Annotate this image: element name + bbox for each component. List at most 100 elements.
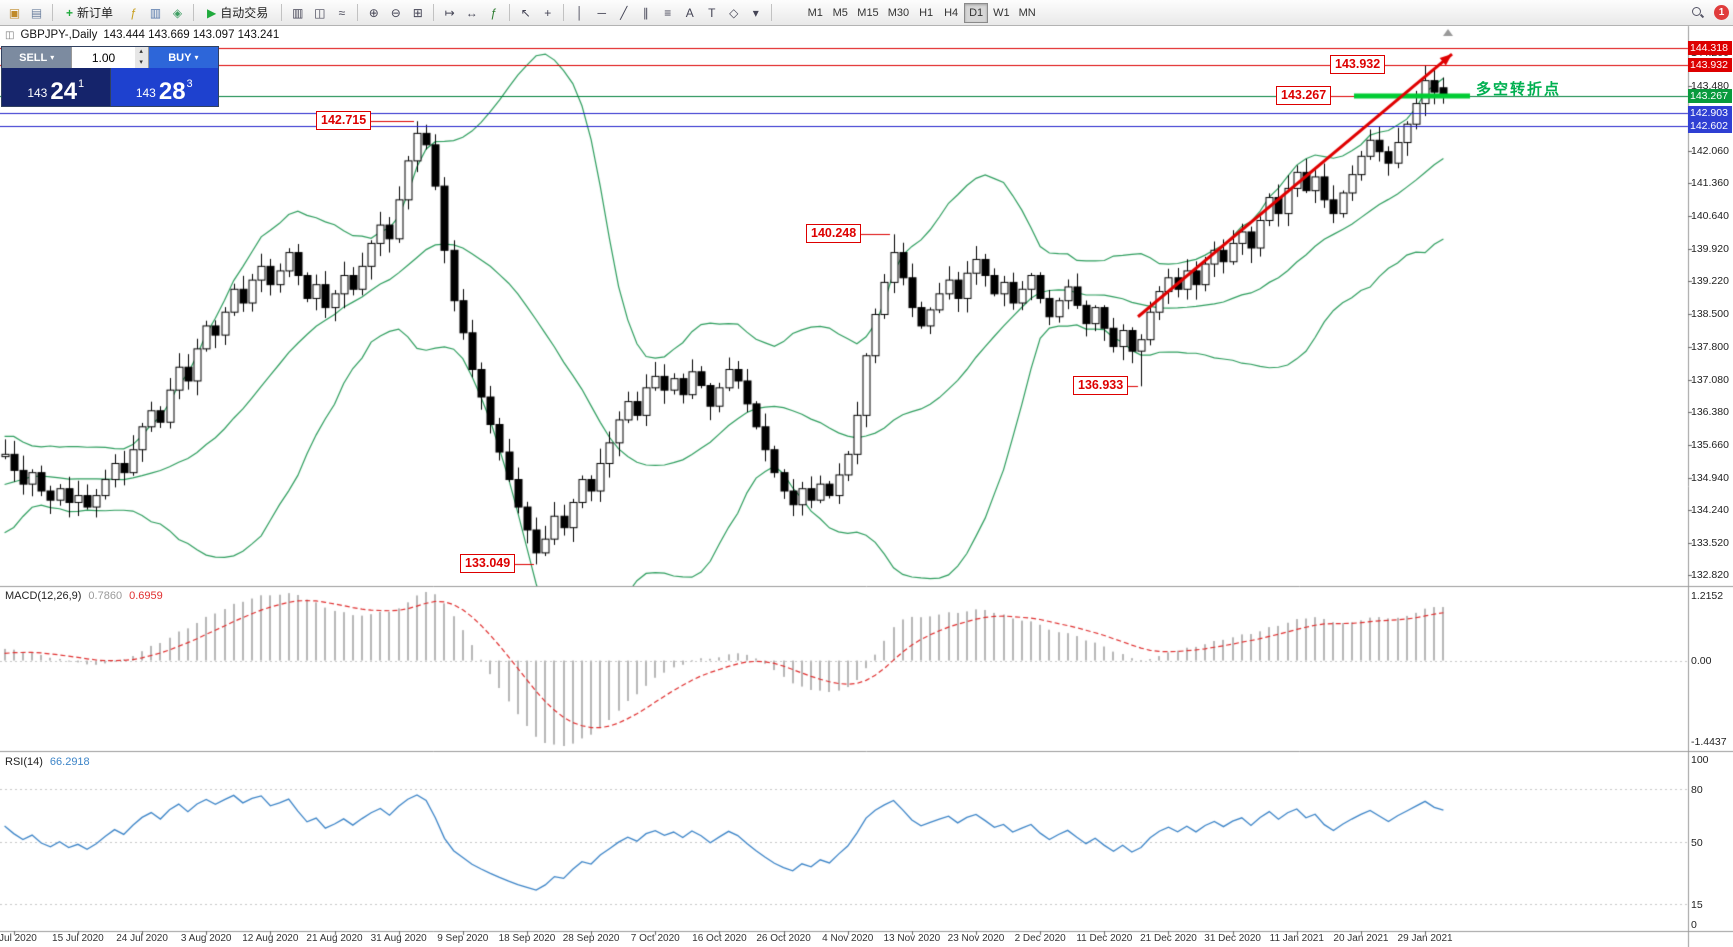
line-chart-icon[interactable]: ≈	[331, 3, 352, 23]
candlestick-chart-icon[interactable]: ◫	[309, 3, 330, 23]
notification-badge[interactable]: 1	[1714, 5, 1729, 20]
autotrade-button[interactable]: ▶ 自动交易	[199, 3, 276, 23]
timeframe-mn-button[interactable]: MN	[1015, 3, 1040, 23]
price-tick-label: 139.220	[1691, 275, 1729, 288]
toolbar-separator	[52, 4, 53, 21]
toolbar-group-scroll: ↦ ↔ ƒ	[439, 3, 504, 23]
price-tick-label: 140.640	[1691, 210, 1729, 223]
trade-panel-controls: SELL ▾ ▴ ▾ BUY ▾	[2, 47, 219, 68]
crosshair-icon[interactable]: +	[537, 3, 558, 23]
toolbar-separator	[563, 4, 565, 21]
zoom-in-icon[interactable]: ⊕	[363, 3, 384, 23]
search-button[interactable]	[1687, 3, 1708, 23]
horizontal-line-icon[interactable]: ─	[591, 3, 612, 23]
buy-button[interactable]: BUY ▾	[148, 47, 219, 68]
volume-down-icon[interactable]: ▾	[139, 58, 143, 66]
toolbar-group-chart-type: ▥ ◫ ≈	[287, 3, 352, 23]
timeframe-h4-button[interactable]: H4	[939, 3, 963, 23]
toolbar-right: 1	[1687, 3, 1729, 23]
indicators-icon[interactable]: ƒ	[483, 3, 504, 23]
new-chart-icon[interactable]: ▣	[4, 3, 25, 23]
data-window-icon[interactable]: ▥	[145, 3, 166, 23]
cursor-icon[interactable]: ↖	[515, 3, 536, 23]
timeframe-w1-button[interactable]: W1	[989, 3, 1014, 23]
chart-symbol-period: GBPJPY-,Daily	[20, 29, 98, 41]
timeframe-h1-button[interactable]: H1	[914, 3, 938, 23]
date-label: 24 Jul 2020	[116, 933, 168, 944]
chevron-down-icon: ▾	[194, 53, 199, 62]
trendline-icon[interactable]: ╱	[613, 3, 634, 23]
price-scale[interactable]: 144.200143.480142.060141.360140.640139.9…	[1688, 0, 1733, 947]
chart-shift-icon[interactable]: ↔	[461, 3, 482, 23]
price-tick-label: 137.800	[1691, 340, 1729, 353]
date-label: 2 Dec 2020	[1014, 933, 1066, 944]
toolbar-group-drawing: │ ─ ╱ ∥ ≡ A T ◇ ▾	[569, 3, 766, 23]
toolbar-separator	[509, 4, 511, 21]
timeframe-m15-button[interactable]: M15	[853, 3, 882, 23]
trade-panel-prices: 143 24 1 143 28 3	[2, 68, 218, 106]
macd-label: MACD(12,26,9) 0.7860 0.6959	[5, 590, 170, 602]
chart-ohlc-values: 143.444 143.669 143.097 143.241	[103, 29, 280, 41]
date-axis[interactable]: 1 Jul 2020 15 Jul 2020 24 Jul 2020 3 Aug 20…	[0, 933, 1688, 947]
toolbar-separator	[357, 4, 359, 21]
bar-chart-icon[interactable]: ▥	[287, 3, 308, 23]
turning-point-label[interactable]: 多空转折点	[1476, 80, 1562, 98]
metaeditor-icon[interactable]: ƒ	[123, 3, 144, 23]
price-tag: 143.267	[1688, 88, 1732, 103]
shapes-icon[interactable]: ◇	[723, 3, 744, 23]
rsi-scale-label: 15	[1691, 899, 1703, 912]
price-tick-label: 142.060	[1691, 145, 1729, 158]
rsi-scale-label: 0	[1691, 919, 1697, 931]
sell-price-button[interactable]: 143 24 1	[2, 68, 110, 106]
rsi-name: RSI(14)	[5, 756, 43, 768]
rsi-value: 66.2918	[49, 756, 90, 768]
timeframe-m30-button[interactable]: M30	[884, 3, 913, 23]
price-tag: 144.318	[1688, 40, 1732, 55]
price-tick-label: 141.360	[1691, 177, 1729, 190]
macd-name: MACD(12,26,9)	[5, 590, 82, 602]
macd-scale-label: -1.4437	[1691, 736, 1727, 748]
date-label: 29 Jan 2021	[1397, 933, 1453, 944]
tile-windows-icon[interactable]: ⊞	[407, 3, 428, 23]
text-icon[interactable]: A	[679, 3, 700, 23]
buy-price-button[interactable]: 143 28 3	[109, 68, 218, 106]
volume-up-icon[interactable]: ▴	[139, 48, 143, 55]
price-tick-label: 139.920	[1691, 243, 1729, 256]
profiles-icon[interactable]: ▤	[26, 3, 47, 23]
date-label: 7 Oct 2020	[630, 933, 680, 944]
search-icon	[1691, 6, 1704, 19]
toolbar-group-pointer: ↖ +	[515, 3, 558, 23]
vertical-line-icon[interactable]: │	[569, 3, 590, 23]
timeframe-d1-button[interactable]: D1	[964, 2, 989, 23]
volume-stepper[interactable]: ▴ ▾	[71, 47, 149, 68]
sell-button[interactable]: SELL ▾	[2, 47, 72, 68]
date-label: 11 Jan 2021	[1269, 933, 1324, 944]
date-label: 31 Dec 2020	[1204, 933, 1261, 944]
new-order-label: 新订单	[77, 6, 114, 20]
auto-scroll-icon[interactable]: ↦	[439, 3, 460, 23]
navigator-icon[interactable]: ◈	[167, 3, 188, 23]
play-icon: ▶	[207, 5, 217, 20]
arrows-icon[interactable]: ▾	[745, 3, 766, 23]
date-label: 21 Dec 2020	[1140, 933, 1197, 944]
price-tick-label: 134.940	[1691, 471, 1729, 484]
toolbar-separator	[771, 4, 773, 21]
zoom-out-icon[interactable]: ⊖	[385, 3, 406, 23]
timeframe-m1-button[interactable]: M1	[803, 3, 827, 23]
rsi-scale-label: 100	[1691, 754, 1709, 766]
date-label: 13 Nov 2020	[883, 933, 941, 944]
fibonacci-icon[interactable]: ≡	[657, 3, 678, 23]
equidistant-channel-icon[interactable]: ∥	[635, 3, 656, 23]
macd-main-value: 0.7860	[88, 590, 123, 602]
timeframe-m5-button[interactable]: M5	[828, 3, 852, 23]
plus-icon: +	[66, 5, 74, 20]
rsi-label: RSI(14) 66.2918	[5, 756, 97, 768]
price-tick-label: 137.080	[1691, 373, 1729, 386]
volume-input[interactable]	[72, 47, 135, 68]
toolbar: ▣ ▤ + 新订单 ƒ ▥ ◈ ▶ 自动交易 ▥ ◫ ≈ ⊕ ⊖ ⊞ ↦ ↔ ƒ ↖ +	[0, 0, 1733, 26]
new-order-button[interactable]: + 新订单	[58, 3, 121, 23]
label-icon[interactable]: T	[701, 3, 722, 23]
date-label: 18 Sep 2020	[498, 933, 556, 944]
